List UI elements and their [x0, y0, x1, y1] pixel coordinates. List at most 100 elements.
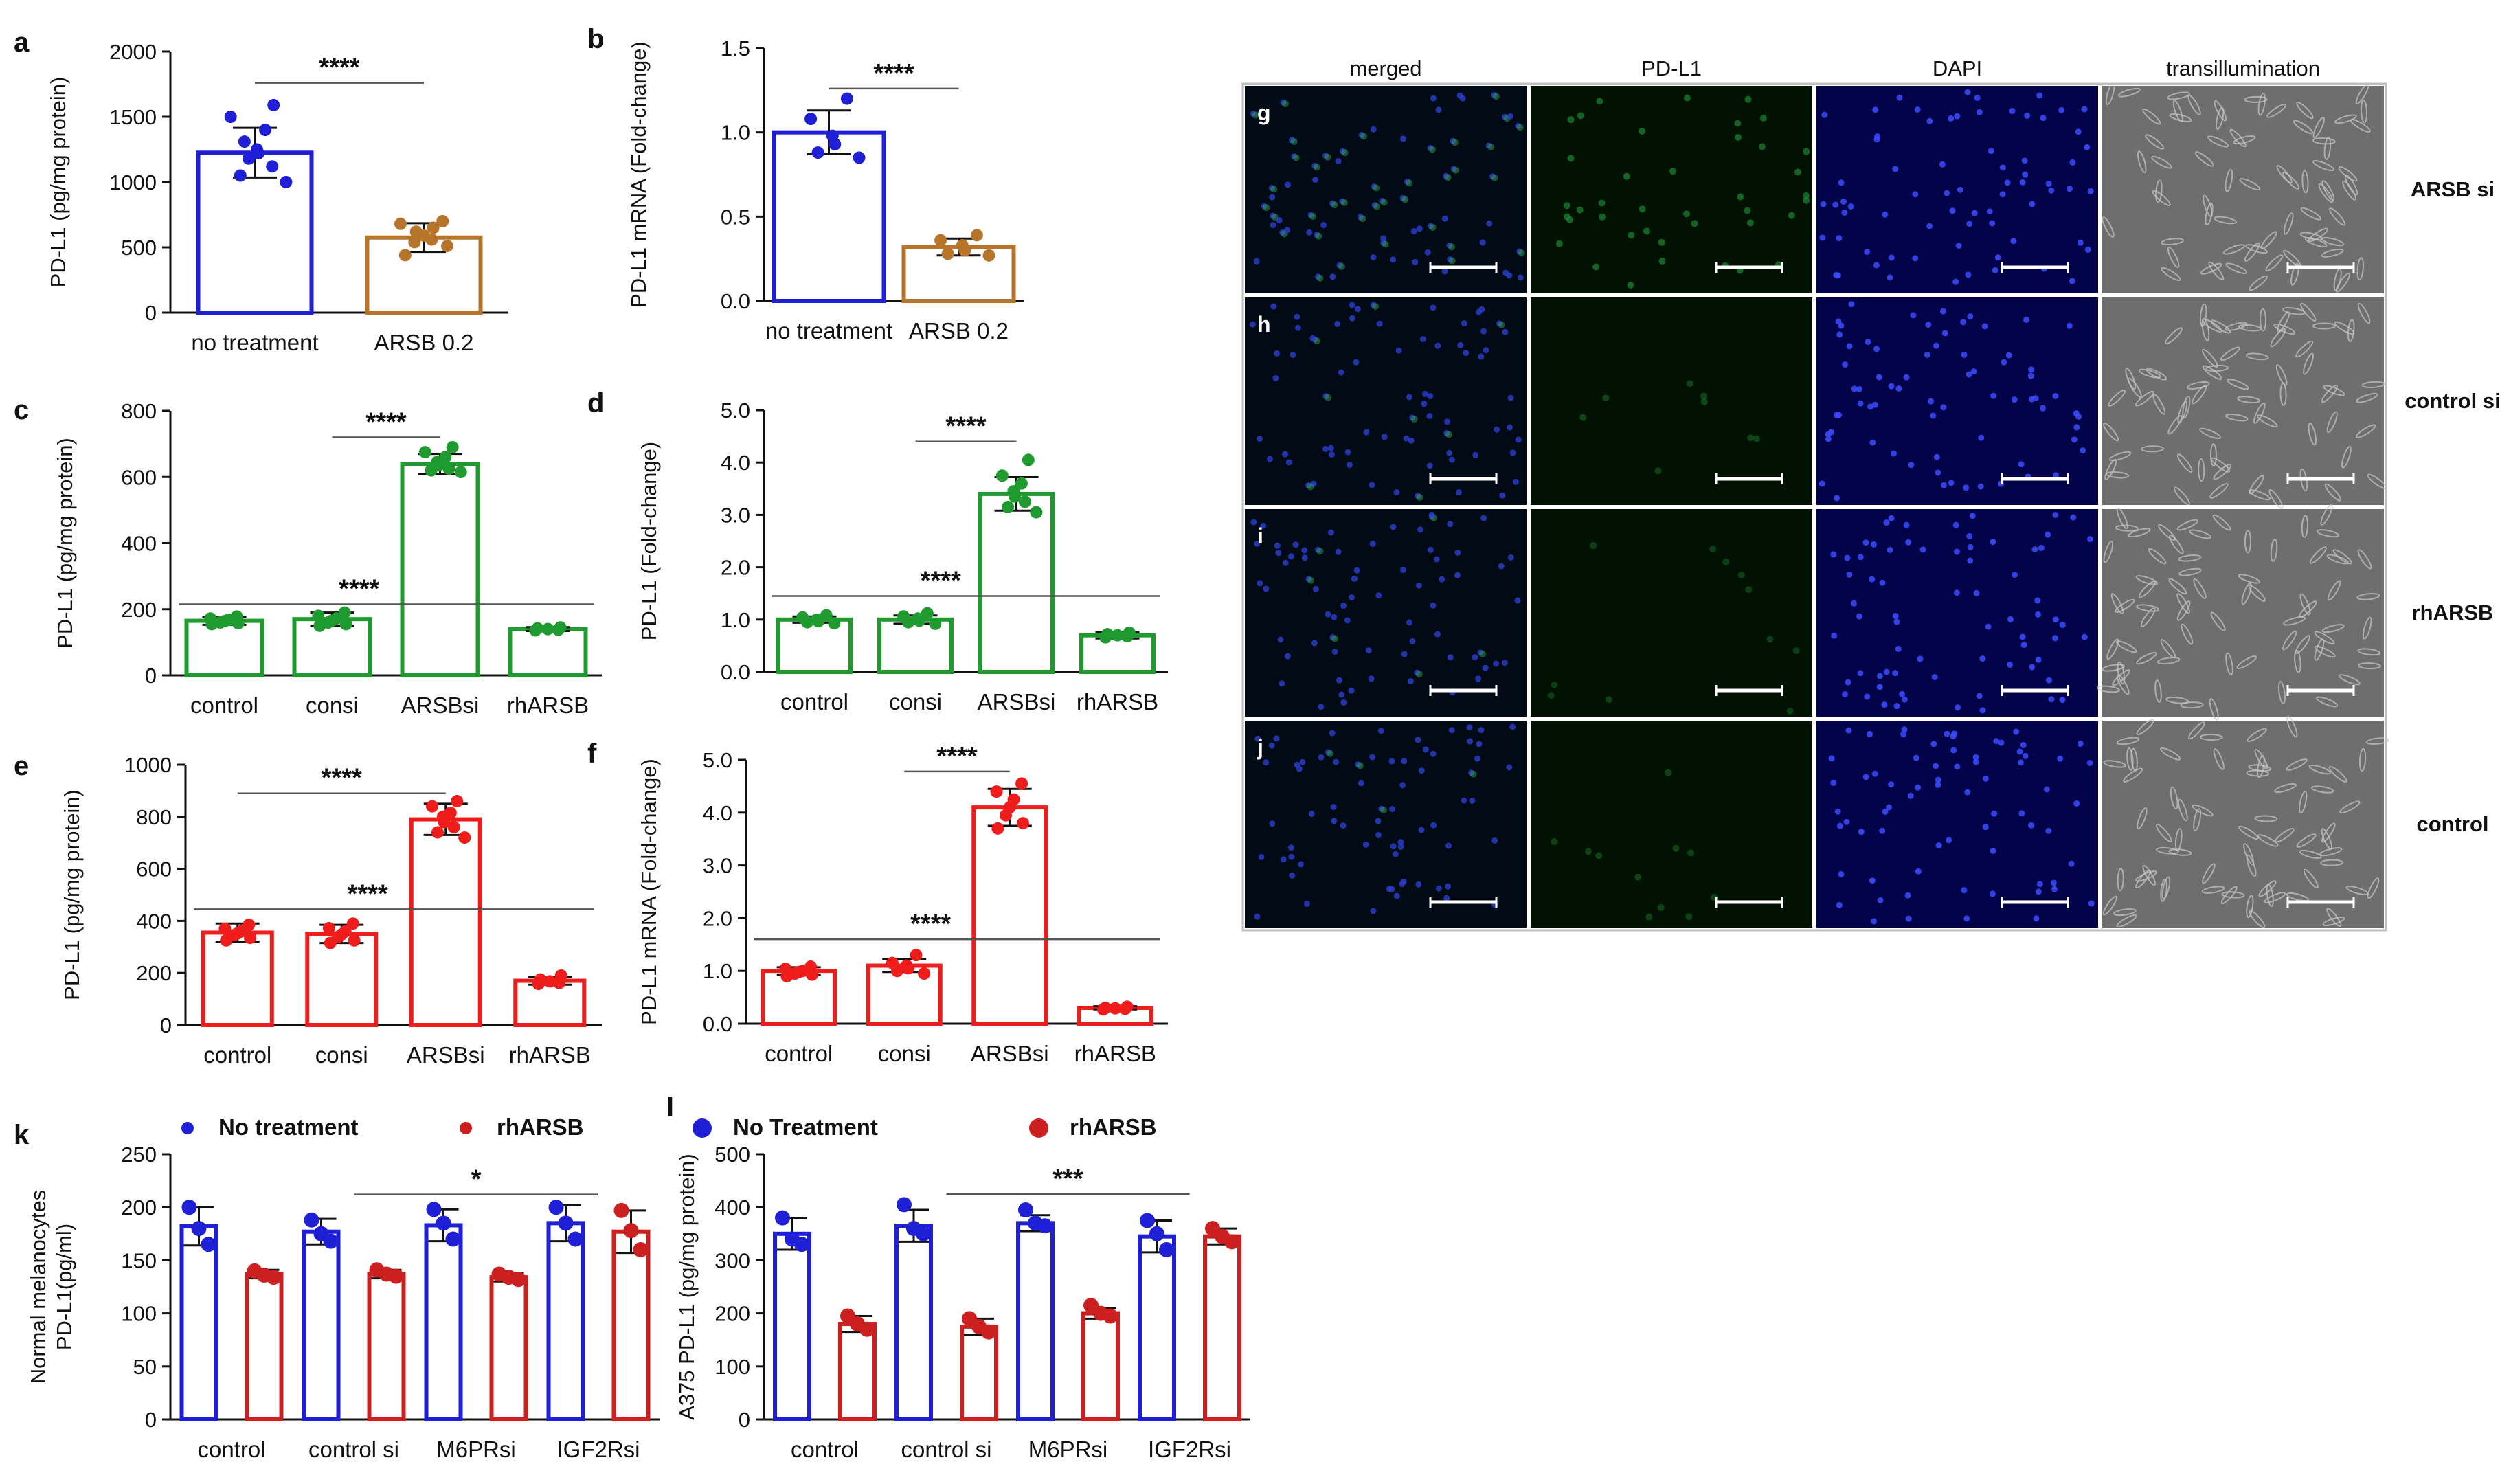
y-tick-label: 4.0: [721, 451, 750, 475]
cell-outline: [2135, 652, 2157, 665]
cell-outline: [2321, 248, 2344, 258]
cell-outline: [2167, 414, 2183, 435]
pdl1-signal: [1686, 380, 1693, 387]
pdl1-signal: [1759, 114, 1767, 122]
nucleus-dot: [1888, 254, 1895, 261]
nucleus-dot: [1381, 434, 1388, 440]
chart-panel-d: d 0.0 1.0 2.0 3.0 4.0 5.0 PD-L1 (Fold-change) co…: [587, 388, 1168, 715]
cell-outline: [2155, 824, 2172, 842]
nucleus-dot: [1954, 548, 1961, 555]
cell-outline: [2316, 696, 2339, 708]
nucleus-dot: [2057, 755, 2064, 762]
data-point: [1096, 1003, 1110, 1016]
nucleus-dot: [1850, 600, 1857, 607]
cell-outline: [2113, 908, 2137, 917]
pdl1-signal: [1551, 837, 1558, 845]
cell-outline: [2345, 886, 2369, 895]
y-tick-label: 400: [136, 909, 172, 933]
x-tick-label: control: [765, 1041, 833, 1066]
nucleus-dot: [1309, 335, 1316, 341]
nucleus-dot: [1318, 704, 1325, 710]
data-point: [941, 247, 954, 260]
data-point: [313, 619, 326, 632]
nucleus-dot: [1991, 810, 1998, 817]
significance-label: ****: [910, 910, 951, 938]
cell-outline: [2209, 698, 2219, 721]
cell-outline: [2170, 786, 2178, 810]
cell-outline: [2344, 175, 2358, 196]
y-axis-label: A375 PD-L1 (pg/mg protein): [675, 1154, 699, 1420]
micrograph-transillumination: [2102, 82, 2384, 293]
data-point: [840, 92, 853, 105]
micrograph-dapi: [1816, 509, 2098, 717]
nucleus-dot: [1979, 707, 1986, 714]
cell-outline: [2299, 849, 2322, 859]
x-tick-label: no treatment: [765, 318, 892, 344]
cell-outline: [2282, 630, 2297, 651]
y-tick-label: 3.0: [721, 503, 750, 527]
nucleus-dot: [1320, 222, 1327, 229]
cell-outline: [2328, 766, 2347, 783]
cell-outline: [2178, 554, 2202, 562]
nucleus-dot: [1284, 653, 1291, 660]
nucleus-dot: [1857, 554, 1864, 561]
cell-outline: [2202, 863, 2216, 884]
cell-outline: [2142, 865, 2156, 886]
data-point: [1099, 631, 1112, 644]
cell-outline: [2276, 164, 2293, 184]
nucleus-dot: [1415, 582, 1422, 589]
nucleus-dot: [1285, 459, 1292, 466]
nucleus-dot: [1502, 328, 1509, 335]
cell-outline: [2192, 804, 2214, 817]
nucleus-dot: [1501, 660, 1508, 666]
nucleus-dot: [1840, 198, 1847, 205]
cell-outline: [2145, 134, 2165, 150]
data-point: [259, 124, 272, 136]
nucleus-dot: [1334, 320, 1341, 327]
cell-outline: [2286, 715, 2298, 738]
y-tick-label: 800: [121, 399, 157, 423]
panel-letter: f: [587, 739, 597, 769]
cell-outline: [2108, 451, 2132, 462]
nucleus-dot: [1915, 868, 1922, 875]
nucleus-dot: [1953, 589, 1960, 596]
cell-outline: [2209, 482, 2229, 499]
nucleus-dot: [1888, 515, 1895, 521]
nucleus-dot: [1836, 331, 1843, 338]
cell-outline: [2321, 624, 2345, 633]
cell-outline: [2320, 504, 2333, 526]
pdl1-signal: [1700, 392, 1707, 400]
nucleus-dot: [1924, 351, 1930, 358]
data-point: [451, 795, 464, 808]
cell-outline: [2135, 575, 2159, 585]
nucleus-dot: [1365, 647, 1372, 654]
pdl1-signal: [1683, 94, 1691, 102]
data-point: [991, 822, 1004, 835]
nucleus-dot: [1390, 524, 1397, 530]
nucleus-dot: [1933, 342, 1939, 349]
data-point: [613, 1202, 629, 1218]
nucleus-dot: [1873, 136, 1880, 143]
nucleus-dot: [1401, 651, 1408, 657]
cell-outline: [2126, 747, 2134, 771]
nucleus-dot: [2020, 742, 2027, 749]
nucleus-dot: [1950, 747, 1957, 754]
cell-outline: [2135, 390, 2154, 407]
cell-outline: [2246, 895, 2254, 919]
pdl1-signal: [1788, 212, 1795, 219]
data-point: [220, 934, 233, 947]
nucleus-dot: [1864, 249, 1871, 256]
nucleus-dot: [1912, 255, 1919, 262]
pdl1-signal: [1448, 243, 1455, 251]
cell-outline: [2203, 194, 2213, 218]
nucleus-dot: [1290, 352, 1296, 359]
y-tick-label: 400: [714, 1195, 750, 1219]
nucleus-dot: [1456, 92, 1463, 99]
nucleus-dot: [1846, 343, 1853, 350]
data-point: [623, 1223, 639, 1239]
nucleus-dot: [1970, 368, 1977, 375]
nucleus-dot: [1982, 775, 1989, 782]
data-point: [970, 229, 983, 242]
nucleus-dot: [1926, 223, 1933, 229]
nucleus-dot: [2016, 748, 2023, 755]
